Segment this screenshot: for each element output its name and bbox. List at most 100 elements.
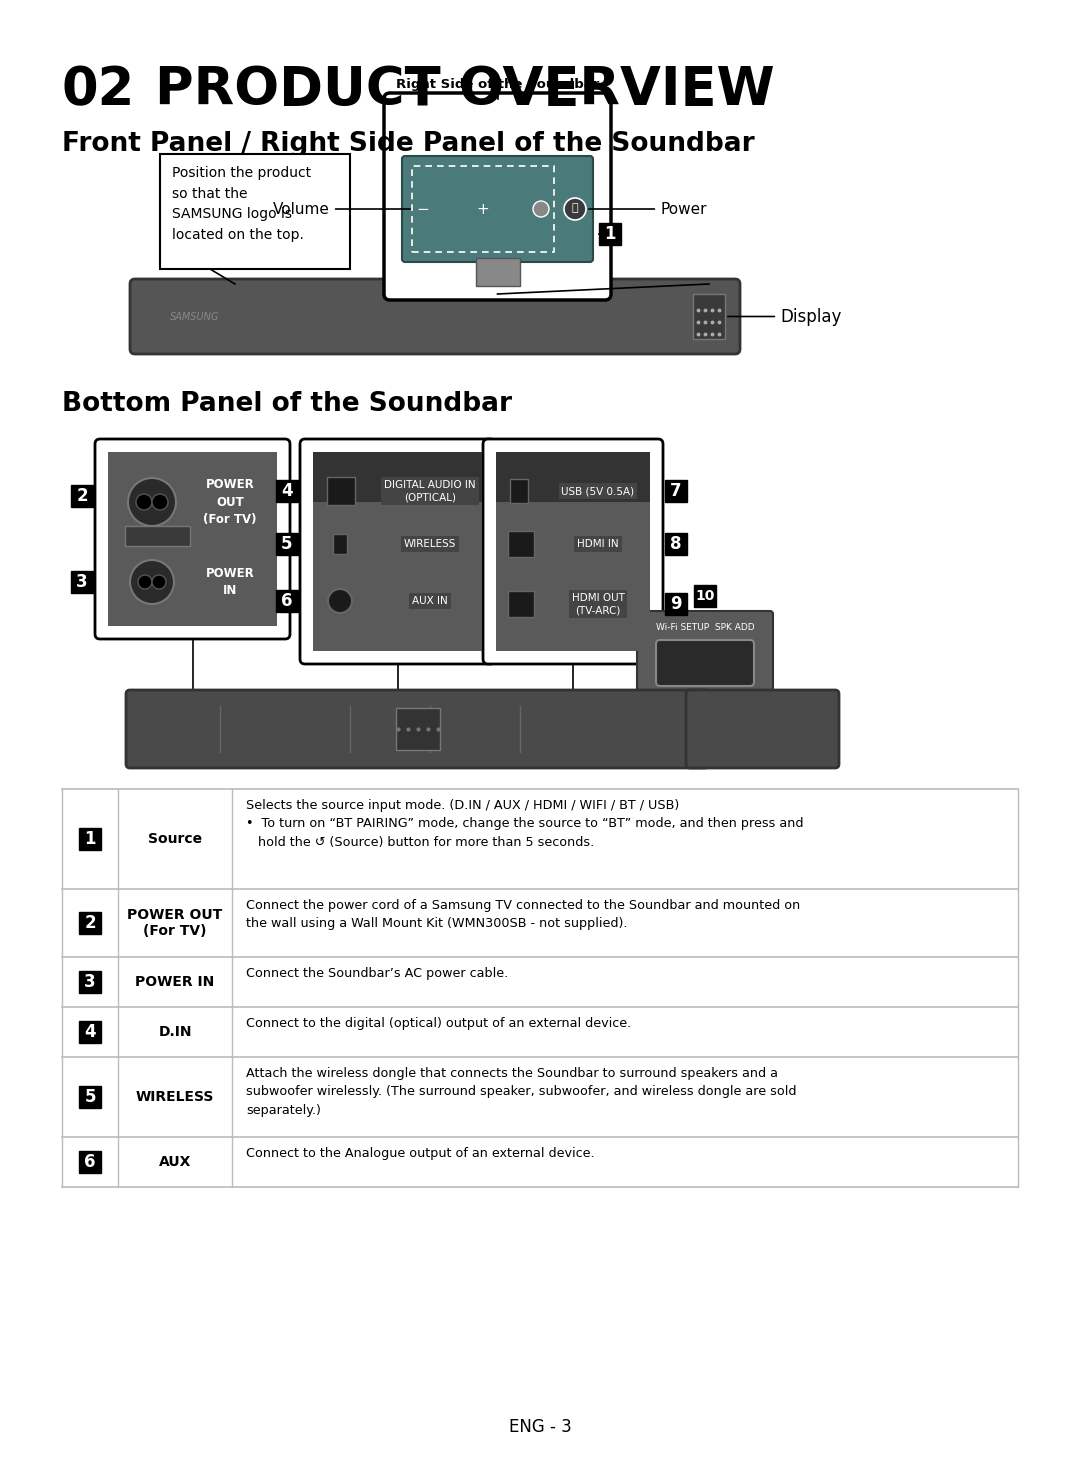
- Bar: [108, 453, 276, 626]
- Text: Attach the wireless dongle that connects the Soundbar to surround speakers and a: Attach the wireless dongle that connects…: [246, 1066, 797, 1117]
- FancyBboxPatch shape: [95, 439, 291, 639]
- Text: ⏻: ⏻: [571, 203, 578, 213]
- Text: 5: 5: [84, 1089, 96, 1106]
- Bar: [62, 788, 1018, 889]
- Text: AUX: AUX: [159, 1155, 191, 1168]
- Bar: [62, 1057, 1018, 1137]
- Text: Power: Power: [589, 201, 706, 216]
- FancyBboxPatch shape: [599, 223, 621, 246]
- Text: Right Side of the Soundbar: Right Side of the Soundbar: [395, 78, 599, 92]
- FancyBboxPatch shape: [276, 481, 298, 501]
- Circle shape: [138, 575, 152, 589]
- FancyBboxPatch shape: [79, 1021, 102, 1043]
- Text: Connect the power cord of a Samsung TV connected to the Soundbar and mounted on
: Connect the power cord of a Samsung TV c…: [246, 899, 800, 930]
- Text: WIRELESS: WIRELESS: [404, 538, 456, 549]
- FancyBboxPatch shape: [686, 691, 839, 768]
- Circle shape: [129, 478, 176, 527]
- FancyBboxPatch shape: [656, 640, 754, 686]
- FancyBboxPatch shape: [130, 280, 740, 353]
- FancyBboxPatch shape: [79, 828, 102, 850]
- Text: D.IN: D.IN: [159, 1025, 192, 1040]
- Circle shape: [136, 494, 152, 510]
- FancyBboxPatch shape: [665, 481, 687, 501]
- FancyBboxPatch shape: [483, 439, 663, 664]
- Text: 3: 3: [77, 572, 87, 592]
- Text: +: +: [476, 201, 489, 216]
- Text: Connect the Soundbar’s AC power cable.: Connect the Soundbar’s AC power cable.: [246, 967, 509, 981]
- Text: −: −: [417, 201, 430, 216]
- Text: WIRELESS: WIRELESS: [136, 1090, 214, 1103]
- Text: SAMSUNG: SAMSUNG: [170, 312, 219, 321]
- Bar: [160, 154, 350, 269]
- Bar: [62, 1137, 1018, 1188]
- Text: POWER
IN: POWER IN: [205, 566, 255, 598]
- Text: 9: 9: [671, 595, 681, 612]
- Text: 4: 4: [281, 482, 293, 500]
- FancyBboxPatch shape: [79, 1086, 102, 1108]
- Bar: [62, 1007, 1018, 1057]
- Text: 2: 2: [77, 487, 87, 504]
- Bar: [508, 592, 534, 617]
- Text: Front Panel / Right Side Panel of the Soundbar: Front Panel / Right Side Panel of the So…: [62, 132, 755, 157]
- Text: HDMI IN: HDMI IN: [577, 538, 619, 549]
- Text: 2: 2: [84, 914, 96, 932]
- Text: 6: 6: [281, 592, 293, 609]
- FancyBboxPatch shape: [402, 155, 593, 262]
- Text: 8: 8: [671, 535, 681, 553]
- Bar: [496, 453, 650, 651]
- Bar: [327, 478, 355, 504]
- FancyBboxPatch shape: [665, 593, 687, 615]
- Text: POWER IN: POWER IN: [135, 975, 215, 989]
- FancyBboxPatch shape: [276, 590, 298, 612]
- Circle shape: [152, 494, 168, 510]
- FancyBboxPatch shape: [71, 485, 93, 507]
- Text: Display: Display: [728, 308, 841, 325]
- FancyBboxPatch shape: [694, 586, 716, 606]
- Text: Source: Source: [148, 833, 202, 846]
- Text: POWER
OUT
(For TV): POWER OUT (For TV): [203, 479, 257, 525]
- Bar: [475, 257, 519, 285]
- Bar: [508, 531, 534, 558]
- Text: 1: 1: [604, 225, 616, 243]
- Text: Bottom Panel of the Soundbar: Bottom Panel of the Soundbar: [62, 390, 512, 417]
- Bar: [313, 453, 482, 501]
- Text: 4: 4: [84, 1023, 96, 1041]
- Circle shape: [152, 575, 166, 589]
- FancyBboxPatch shape: [300, 439, 495, 664]
- Bar: [693, 294, 725, 339]
- Circle shape: [328, 589, 352, 612]
- Text: Selects the source input mode. (D.IN / AUX / HDMI / WIFI / BT / USB)
•  To turn : Selects the source input mode. (D.IN / A…: [246, 799, 804, 849]
- Text: Connect to the Analogue output of an external device.: Connect to the Analogue output of an ext…: [246, 1148, 595, 1160]
- FancyBboxPatch shape: [79, 913, 102, 935]
- Text: 10: 10: [696, 589, 715, 603]
- FancyBboxPatch shape: [637, 611, 773, 697]
- Bar: [62, 957, 1018, 1007]
- Bar: [333, 534, 347, 555]
- Text: Connect to the digital (optical) output of an external device.: Connect to the digital (optical) output …: [246, 1018, 631, 1029]
- FancyBboxPatch shape: [276, 532, 298, 555]
- FancyBboxPatch shape: [384, 93, 611, 300]
- Bar: [510, 479, 528, 503]
- Text: 1: 1: [84, 830, 96, 847]
- Text: 5: 5: [281, 535, 293, 553]
- Text: 3: 3: [84, 973, 96, 991]
- Bar: [496, 453, 650, 501]
- FancyBboxPatch shape: [665, 532, 687, 555]
- Bar: [313, 453, 482, 651]
- Text: 7: 7: [671, 482, 681, 500]
- FancyBboxPatch shape: [79, 1151, 102, 1173]
- Text: PRODUCT OVERVIEW: PRODUCT OVERVIEW: [156, 64, 774, 115]
- Text: Wi-Fi SETUP  SPK ADD: Wi-Fi SETUP SPK ADD: [656, 624, 754, 633]
- Bar: [395, 708, 440, 750]
- Text: DIGITAL AUDIO IN
(OPTICAL): DIGITAL AUDIO IN (OPTICAL): [384, 479, 476, 503]
- FancyBboxPatch shape: [126, 691, 708, 768]
- Text: Volume: Volume: [273, 201, 410, 216]
- Text: USB (5V 0.5A): USB (5V 0.5A): [562, 487, 635, 495]
- Circle shape: [564, 198, 586, 220]
- Bar: [125, 527, 190, 546]
- Bar: [62, 889, 1018, 957]
- Text: Position the product
so that the
SAMSUNG logo is
located on the top.: Position the product so that the SAMSUNG…: [172, 166, 311, 241]
- FancyBboxPatch shape: [71, 571, 93, 593]
- Text: HDMI OUT
(TV-ARC): HDMI OUT (TV-ARC): [571, 593, 624, 615]
- Circle shape: [130, 561, 174, 603]
